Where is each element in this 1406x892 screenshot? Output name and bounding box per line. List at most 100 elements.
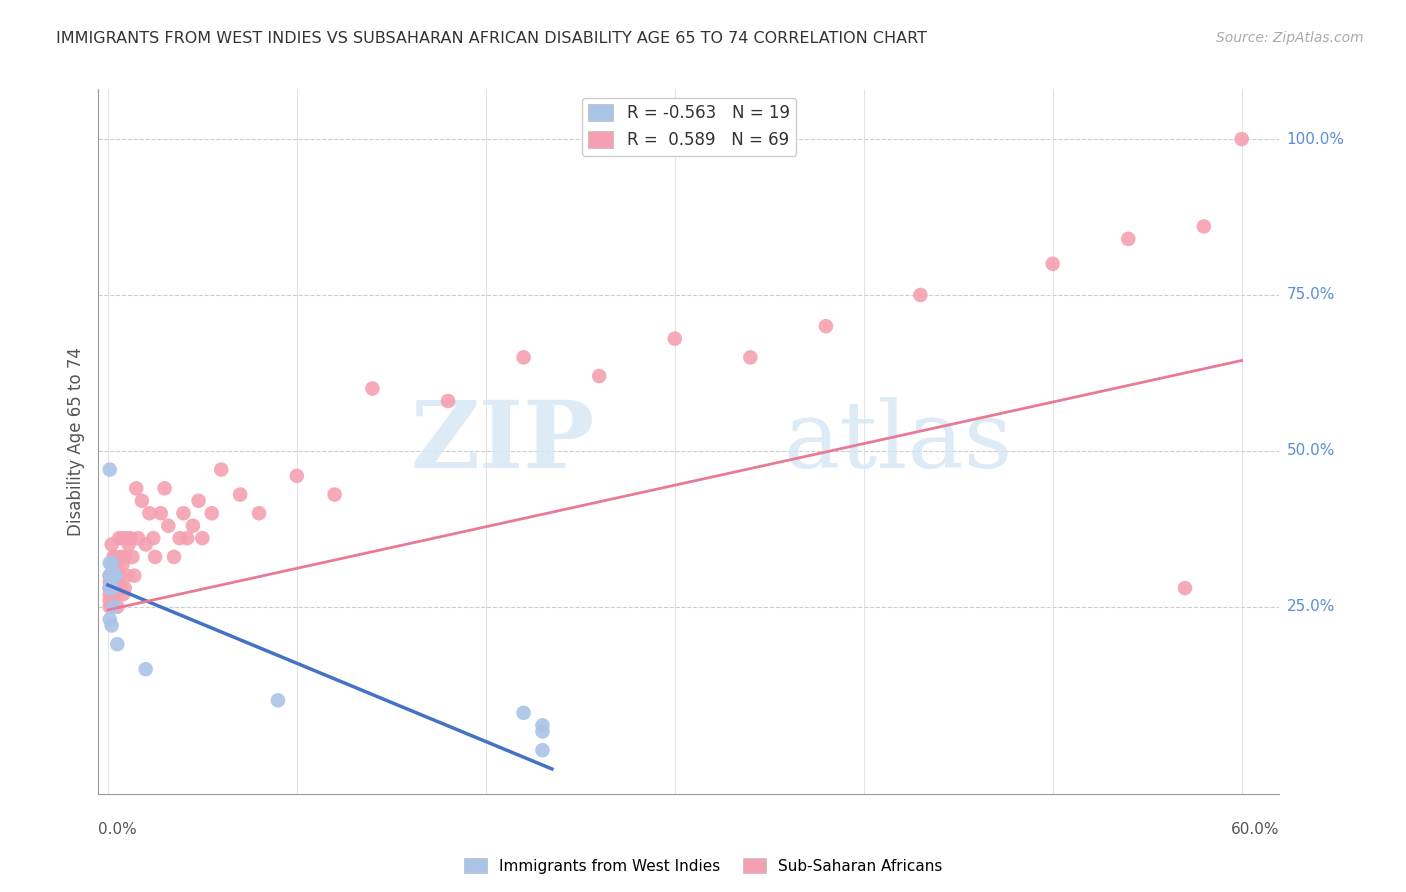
Point [98,587,121,601]
Point [664,332,686,346]
Point [115,568,138,582]
Point [110,581,132,595]
Point [125,481,148,495]
Point [124,568,146,582]
Point [531,718,554,732]
Point [127,531,149,545]
Point [98,574,121,589]
Point [98,593,121,607]
Point [1174,581,1197,595]
Point [105,637,128,651]
Point [120,531,142,545]
Text: IMMIGRANTS FROM WEST INDIES VS SUBSAHARAN AFRICAN DISABILITY AGE 65 TO 74 CORREL: IMMIGRANTS FROM WEST INDIES VS SUBSAHARA… [56,31,927,46]
Text: 50.0%: 50.0% [1286,443,1334,458]
Point [135,662,157,676]
Point [437,394,460,409]
Point [103,599,125,614]
Point [131,493,153,508]
Point [98,568,121,582]
Point [121,549,143,564]
Point [100,618,122,632]
Point [1116,232,1139,246]
Point [1042,257,1064,271]
Point [149,506,172,520]
Point [108,531,131,545]
Point [100,581,122,595]
Point [114,549,136,564]
Point [100,568,122,582]
Point [100,581,122,595]
Point [181,518,204,533]
Point [105,556,128,570]
Text: atlas: atlas [783,397,1012,486]
Text: 75.0%: 75.0% [1286,287,1334,302]
Point [187,493,209,508]
Point [172,506,194,520]
Point [143,549,166,564]
Point [103,568,125,582]
Point [1230,132,1253,146]
Point [512,351,534,365]
Y-axis label: Disability Age 65 to 74: Disability Age 65 to 74 [66,347,84,536]
Point [110,549,132,564]
Point [108,568,131,582]
Point [588,369,610,384]
Point [104,568,127,582]
Point [104,549,127,564]
Text: Source: ZipAtlas.com: Source: ZipAtlas.com [1216,31,1364,45]
Point [814,319,837,334]
Legend: R = -0.563   N = 19, R =  0.589   N = 69: R = -0.563 N = 19, R = 0.589 N = 69 [582,97,796,155]
Point [105,599,128,614]
Point [104,581,127,595]
Point [111,556,134,570]
Point [157,518,180,533]
Point [191,531,214,545]
Point [115,531,138,545]
Point [135,537,157,551]
Text: 60.0%: 60.0% [1232,822,1279,837]
Point [98,568,121,582]
Text: ZIP: ZIP [411,397,595,486]
Point [103,587,125,601]
Text: 25.0%: 25.0% [1286,599,1334,615]
Point [201,506,224,520]
Point [98,568,121,582]
Point [142,531,165,545]
Point [531,724,554,739]
Point [98,581,121,595]
Point [285,468,308,483]
Point [531,743,554,757]
Point [361,382,384,396]
Point [98,612,121,626]
Point [323,487,346,501]
Point [229,487,252,501]
Point [138,506,160,520]
Point [910,288,932,302]
Point [100,568,122,582]
Text: 0.0%: 0.0% [98,822,138,837]
Point [740,351,762,365]
Point [169,531,191,545]
Point [176,531,198,545]
Point [512,706,534,720]
Point [153,481,176,495]
Point [118,537,141,551]
Point [1192,219,1215,234]
Point [103,549,125,564]
Point [103,568,125,582]
Point [163,549,186,564]
Point [267,693,290,707]
Text: 100.0%: 100.0% [1286,132,1344,146]
Point [98,599,121,614]
Point [111,531,134,545]
Point [105,568,128,582]
Point [247,506,270,520]
Point [111,587,134,601]
Point [100,537,122,551]
Legend: Immigrants from West Indies, Sub-Saharan Africans: Immigrants from West Indies, Sub-Saharan… [457,852,949,880]
Point [209,462,232,476]
Point [100,556,122,570]
Point [98,556,121,570]
Point [98,462,121,476]
Point [114,581,136,595]
